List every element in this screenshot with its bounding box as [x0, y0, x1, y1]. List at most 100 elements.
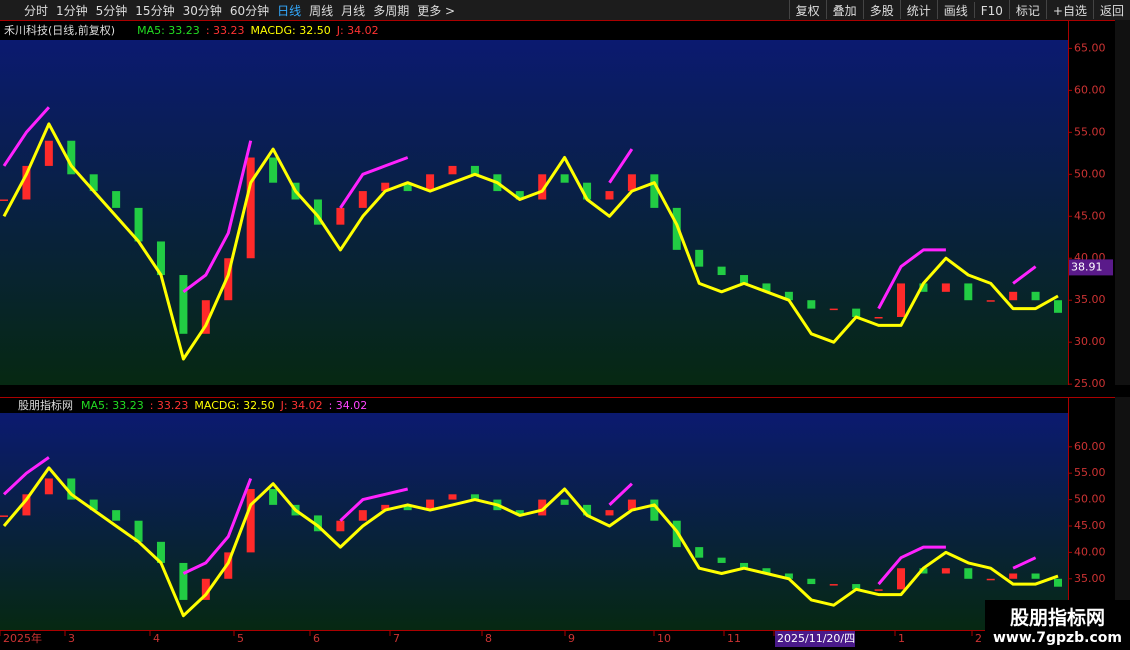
toolbar-button[interactable]: 统计: [899, 0, 937, 19]
candle: [515, 191, 524, 200]
x-tick-label: 1: [898, 632, 905, 645]
candle: [515, 510, 524, 516]
toolbar-button[interactable]: 60分钟: [229, 4, 270, 18]
candle: [986, 578, 995, 581]
toolbar-button[interactable]: 日线: [277, 4, 302, 18]
candle: [470, 165, 479, 175]
candle: [313, 199, 322, 225]
y-tick-label: 50.00: [1074, 493, 1106, 506]
candle: [269, 489, 278, 505]
indicator-line: [2, 466, 1059, 618]
candle: [717, 266, 726, 276]
candle: [426, 499, 435, 511]
candle: [941, 568, 950, 574]
legend-item: : 33.23: [206, 24, 245, 37]
toolbar-button[interactable]: +自选: [1045, 0, 1093, 19]
candle: [269, 157, 278, 183]
toolbar-button[interactable]: 5分钟: [95, 4, 128, 18]
x-tick-label: 2025/11/20/四: [777, 632, 855, 645]
toolbar-button[interactable]: 周线: [309, 4, 334, 18]
candle: [112, 510, 121, 521]
plot-background: [0, 40, 1068, 385]
candle: [67, 140, 76, 175]
toolbar-button[interactable]: 月线: [341, 4, 366, 18]
legend-item: : 33.23: [150, 399, 189, 412]
candle: [448, 494, 457, 500]
candle: [538, 499, 547, 516]
toolbar-button[interactable]: 标记: [1008, 0, 1046, 19]
candle: [448, 165, 457, 175]
legend-item: MACDG: 32.50: [251, 24, 331, 37]
candle: [605, 510, 614, 516]
candle: [470, 494, 479, 500]
candle: [538, 174, 547, 200]
toolbar-button[interactable]: 多股: [862, 0, 900, 19]
panel-title: 股朋指标网: [18, 398, 73, 412]
candle: [986, 300, 995, 302]
toolbar-button[interactable]: 更多 >: [417, 4, 456, 18]
x-tick-label: 10: [657, 632, 671, 645]
toolbar-button[interactable]: 叠加: [825, 0, 863, 19]
candle: [1009, 291, 1018, 301]
price-marker: 38.91: [1071, 260, 1103, 273]
candle: [740, 562, 749, 569]
y-tick-label: 40.00: [1074, 545, 1106, 558]
candle: [874, 317, 883, 319]
candle: [874, 589, 883, 591]
candle: [672, 207, 681, 250]
y-tick-label: 65.00: [1074, 41, 1106, 54]
toolbar-button[interactable]: 画线: [936, 0, 974, 19]
candle: [246, 157, 255, 259]
x-tick-label: 5: [237, 632, 244, 645]
x-tick-label: 11: [727, 632, 741, 645]
y-tick-label: 60.00: [1074, 440, 1106, 453]
candle: [22, 494, 31, 516]
y-tick-label: 45.00: [1074, 209, 1106, 222]
x-tick-label: 4: [153, 632, 160, 645]
legend-item: MACDG: 32.50: [194, 399, 274, 412]
toolbar-button[interactable]: 30分钟: [182, 4, 222, 18]
candle: [156, 541, 165, 563]
candle: [1009, 573, 1018, 579]
x-tick-label: 2: [975, 632, 982, 645]
y-tick-label: 55.00: [1074, 125, 1106, 138]
watermark-title: 股朋指标网: [1009, 607, 1105, 629]
y-tick-label: 60.00: [1074, 83, 1106, 96]
y-tick-label: 35.00: [1074, 293, 1106, 306]
indicator-line: [2, 456, 1037, 586]
candle: [941, 283, 950, 292]
toolbar-button[interactable]: F10: [973, 2, 1009, 18]
toolbar-button[interactable]: 复权: [788, 0, 826, 19]
candle: [964, 283, 973, 301]
candle: [89, 174, 98, 192]
candle: [717, 557, 726, 563]
cursor-date-box: [775, 631, 855, 647]
candle: [897, 283, 906, 318]
candle: [784, 291, 793, 301]
candle: [224, 258, 233, 301]
candle: [852, 584, 861, 590]
legend-item: MA5: 33.23: [81, 399, 144, 412]
candle: [627, 499, 636, 511]
toolbar-button[interactable]: 15分钟: [135, 4, 175, 18]
candle: [22, 165, 31, 200]
period-tabs: 分时 1分钟 5分钟 15分钟 30分钟 60分钟 日线 周线 月线 多周期 更多 >: [20, 0, 459, 19]
price-marker-box: [1069, 259, 1113, 276]
candle: [1031, 573, 1040, 579]
candle: [134, 520, 143, 542]
toolbar-button[interactable]: 分时: [24, 4, 49, 18]
indicator-line: [2, 122, 1059, 361]
candle: [829, 308, 838, 311]
side-strip: [1115, 20, 1130, 385]
candle: [403, 182, 412, 192]
candle: [605, 191, 614, 200]
side-strip: [1115, 397, 1130, 630]
toolbar-button[interactable]: 返回: [1092, 0, 1130, 19]
legend-item: J: 34.02: [336, 24, 379, 37]
candle: [740, 275, 749, 284]
toolbar-button[interactable]: 多周期: [373, 4, 410, 18]
toolbar-button[interactable]: 1分钟: [56, 4, 88, 18]
candle: [560, 499, 569, 505]
candle: [112, 191, 121, 208]
